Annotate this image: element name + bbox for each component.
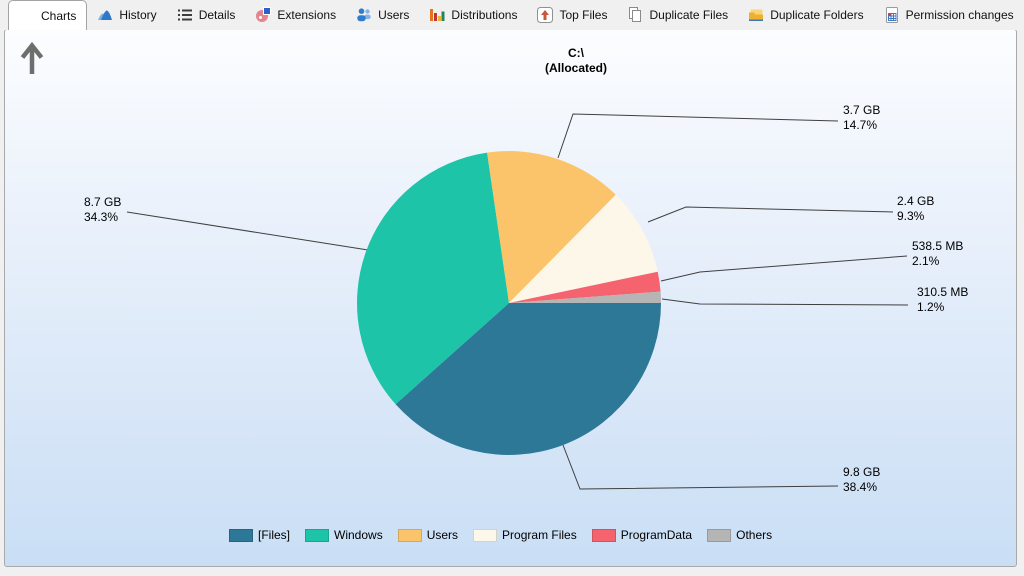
tab-details[interactable]: Details: [167, 0, 246, 30]
callout-percent: 9.3%: [897, 209, 925, 223]
legend-label: ProgramData: [620, 528, 693, 542]
tab-history[interactable]: History: [87, 0, 166, 30]
chart-title-mode: (Allocated): [544, 61, 608, 75]
distributions-bar-chart-icon: [429, 7, 445, 23]
legend-item-files: [Files]: [229, 528, 290, 542]
pie-legend: [Files] Windows Users Program Files Prog…: [229, 528, 772, 542]
legend-label: Windows: [334, 528, 383, 542]
pie-chart: [126, 113, 909, 490]
details-list-icon: [177, 7, 193, 23]
tab-label: Duplicate Folders: [770, 8, 864, 22]
tab-distributions[interactable]: Distributions: [419, 0, 527, 30]
callout-percent: 34.3%: [84, 210, 119, 224]
callout-percent: 2.1%: [912, 254, 940, 268]
callout-size: 310.5 MB: [917, 285, 969, 299]
pie-callout-program-files: 2.4 GB 9.3%: [897, 194, 934, 224]
tab-top-files[interactable]: Top Files: [527, 0, 617, 30]
legend-item-programdata: ProgramData: [591, 528, 693, 542]
pie-callout-leader-line: [647, 206, 894, 223]
tab-label: Charts: [41, 8, 77, 23]
legend-swatch-others: [707, 528, 732, 542]
tab-duplicate-folders[interactable]: Duplicate Folders: [738, 0, 873, 30]
legend-swatch-programdata: [591, 528, 616, 542]
legend-swatch-program-files: [473, 528, 498, 542]
up-to-parent-arrow-icon[interactable]: [18, 41, 46, 82]
top-files-up-arrow-icon: [537, 7, 554, 23]
callout-percent: 38.4%: [843, 480, 878, 494]
legend-swatch-users: [397, 528, 422, 542]
legend-label: [Files]: [258, 528, 291, 542]
pie-callout-leader-line: [562, 444, 839, 490]
legend-item-others: Others: [707, 528, 772, 542]
tab-extensions[interactable]: Extensions: [245, 0, 346, 30]
legend-label: Program Files: [502, 528, 577, 542]
tab-users[interactable]: Users: [346, 0, 419, 30]
tab-label: Users: [378, 8, 410, 22]
legend-item-users: Users: [397, 528, 459, 542]
pie-callout-programdata: 538.5 MB 2.1%: [912, 239, 963, 269]
users-icon: [356, 7, 372, 23]
legend-label: Users: [426, 528, 459, 542]
pie-callout-windows: 8.7 GB 34.3%: [84, 195, 121, 225]
tab-label: Duplicate Files: [649, 8, 729, 22]
tab-label: Permission changes: [905, 8, 1014, 22]
tab-label: Distributions: [451, 8, 518, 22]
chart-panel: C:\ (Allocated) 9.8 GB 38.4% 8.7 GB 34.3…: [4, 29, 1017, 567]
legend-label: Others: [736, 528, 773, 542]
tab-label: Details: [198, 8, 236, 22]
chart-title-path: C:\: [567, 46, 584, 60]
pie-chart-icon: [19, 8, 35, 24]
pie-callout-files: 9.8 GB 38.4%: [843, 465, 880, 495]
tab-charts[interactable]: Charts: [8, 0, 88, 30]
legend-swatch-files: [229, 528, 253, 542]
permission-changes-icon: [884, 7, 900, 23]
pie-slice-programfiles[interactable]: [509, 194, 658, 303]
callout-percent: 1.2%: [917, 300, 945, 314]
legend-item-windows: Windows: [305, 528, 383, 542]
tab-label: Top Files: [559, 8, 608, 22]
tab-permission-changes[interactable]: Permission changes: [874, 0, 1024, 30]
tab-bar: Charts History Details: [0, 0, 1024, 30]
pie-slice-windows[interactable]: [357, 152, 509, 405]
duplicate-files-icon: [627, 7, 643, 23]
pie-slice-users[interactable]: [487, 151, 616, 303]
chart-title: C:\ (Allocated): [545, 46, 607, 76]
tab-label: History: [119, 8, 157, 22]
history-area-chart-icon: [97, 7, 113, 23]
tab-label: Extensions: [277, 8, 337, 22]
pie-callout-leader-line: [661, 298, 909, 306]
pie-callout-users: 3.7 GB 14.7%: [843, 103, 880, 133]
pie-callout-leader-line: [557, 113, 839, 159]
legend-item-program-files: Program Files: [473, 528, 577, 542]
pie-slice-programdata[interactable]: [509, 271, 661, 303]
extensions-icon: [255, 7, 272, 23]
pie-slice-others[interactable]: [509, 291, 662, 303]
pie-slice-files[interactable]: [395, 303, 661, 455]
callout-size: 9.8 GB: [843, 465, 881, 479]
callout-size: 2.4 GB: [897, 194, 935, 208]
pie-callout-others: 310.5 MB 1.2%: [917, 285, 968, 315]
callout-size: 538.5 MB: [912, 239, 964, 253]
tab-duplicate-files[interactable]: Duplicate Files: [617, 0, 738, 30]
legend-swatch-windows: [305, 528, 330, 542]
duplicate-folders-icon: [748, 7, 764, 23]
callout-size: 3.7 GB: [843, 103, 881, 117]
pie-callout-leader-line: [660, 255, 908, 282]
pie-callout-leader-line: [126, 211, 369, 251]
callout-percent: 14.7%: [843, 118, 878, 132]
callout-size: 8.7 GB: [84, 195, 122, 209]
